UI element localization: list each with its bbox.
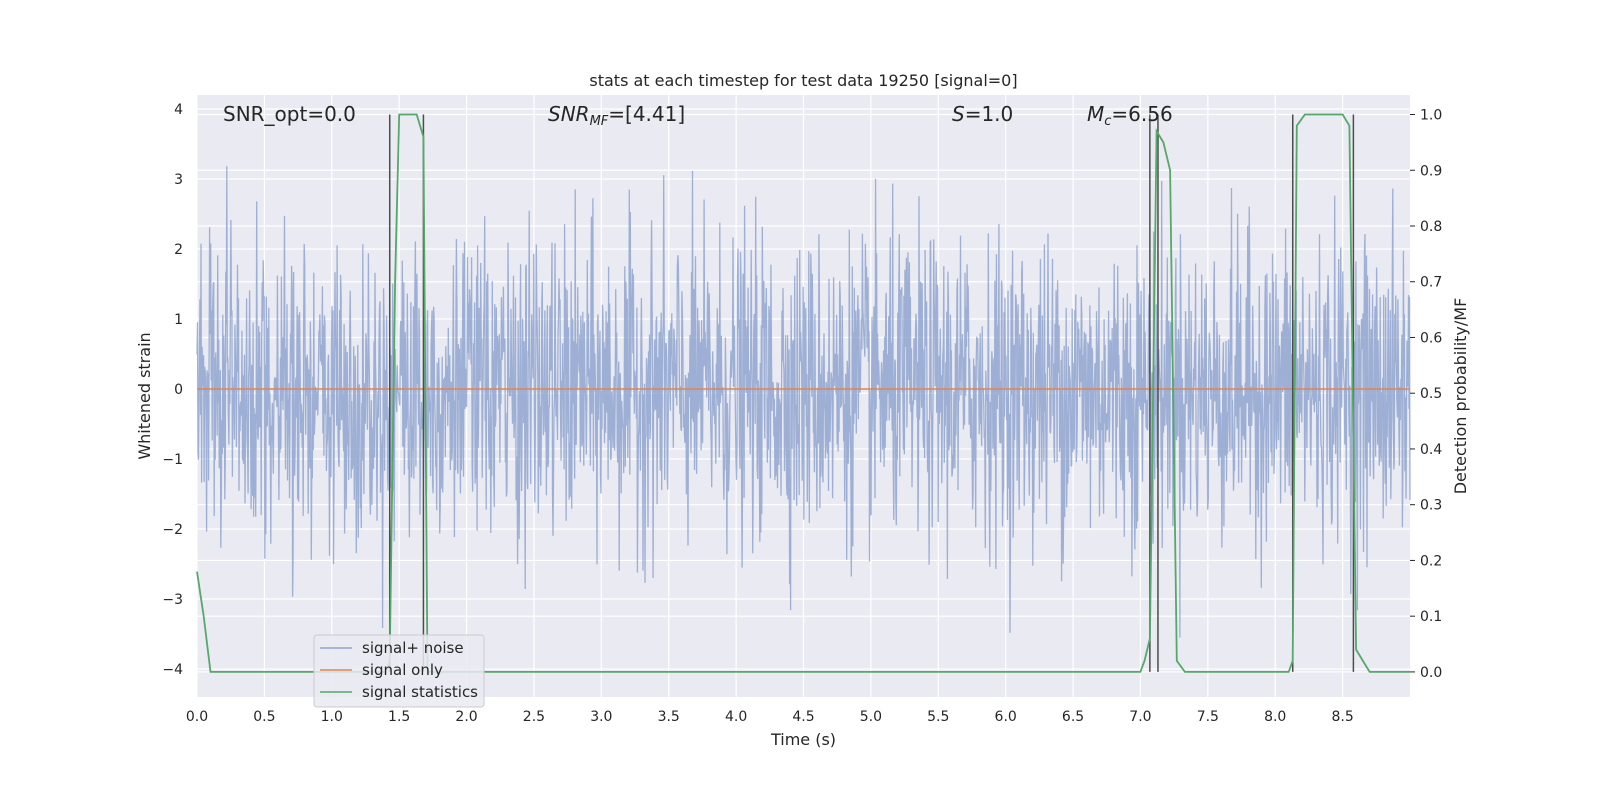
y-axis-label: Whitened strain: [135, 332, 154, 459]
x-tick-label: 6.0: [995, 709, 1017, 725]
legend-label-signal-noise: signal+ noise: [362, 639, 464, 657]
y-tick-label: −2: [162, 522, 183, 538]
series-signal-noise: [196, 166, 1411, 638]
x-tick-label: 8.0: [1264, 709, 1286, 725]
x-tick-label: 2.0: [455, 709, 477, 725]
y2-axis-label: Detection probability/MF: [1451, 298, 1470, 495]
legend-label-signal-only: signal only: [362, 661, 443, 679]
legend-label-signal-statistics: signal statistics: [362, 683, 478, 701]
y2-tick-label: 0.3: [1420, 498, 1442, 514]
x-tick-label: 5.5: [927, 709, 949, 725]
y2-tick-label: 0.0: [1420, 665, 1442, 681]
legend: signal+ noise signal only signal statist…: [313, 634, 485, 708]
annotation-mc: Mc=6.56: [1087, 102, 1173, 129]
x-tick-label: 4.5: [792, 709, 814, 725]
y-tick-label: 0: [174, 382, 183, 398]
y-tick-label: −3: [162, 592, 183, 608]
annotation-snr-opt: SNR_opt=0.0: [223, 102, 356, 126]
y2-tick-label: 0.6: [1420, 330, 1442, 346]
y2-tick-label: 0.9: [1420, 163, 1442, 179]
annotation-snr-mf: SNRMF=[4.41]: [548, 102, 685, 129]
y-tick-label: −1: [162, 452, 183, 468]
x-tick-label: 7.0: [1129, 709, 1151, 725]
x-tick-label: 1.5: [388, 709, 410, 725]
x-tick-label: 7.5: [1197, 709, 1219, 725]
x-tick-label: 0.0: [186, 709, 208, 725]
x-tick-label: 0.5: [253, 709, 275, 725]
y2-tick-label: 0.7: [1420, 275, 1442, 291]
y-tick-label: 3: [174, 172, 183, 188]
y2-tick-label: 0.8: [1420, 219, 1442, 235]
annotation-s: S=1.0: [952, 102, 1013, 126]
y-tick-label: 1: [174, 312, 183, 328]
y-tick-label: 4: [174, 102, 183, 118]
series-signal-statistics: [196, 113, 1410, 673]
y2-tick-label: 1.0: [1420, 108, 1442, 124]
y2-tick-label: 0.5: [1420, 386, 1442, 402]
y2-tick-label: 0.4: [1420, 442, 1442, 458]
y-tick-label: −4: [162, 662, 183, 678]
x-tick-label: 5.0: [860, 709, 882, 725]
y2-tick-label: 0.1: [1420, 609, 1442, 625]
x-tick-label: 1.0: [321, 709, 343, 725]
x-tick-label: 4.0: [725, 709, 747, 725]
y-tick-label: 2: [174, 242, 183, 258]
x-tick-label: 3.0: [590, 709, 612, 725]
x-tick-label: 8.5: [1331, 709, 1353, 725]
x-tick-label: 6.5: [1062, 709, 1084, 725]
x-axis-label: Time (s): [770, 730, 836, 749]
chart-title: stats at each timestep for test data 192…: [589, 71, 1017, 90]
x-tick-label: 2.5: [523, 709, 545, 725]
y2-tick-label: 0.2: [1420, 553, 1442, 569]
x-tick-label: 3.5: [658, 709, 680, 725]
